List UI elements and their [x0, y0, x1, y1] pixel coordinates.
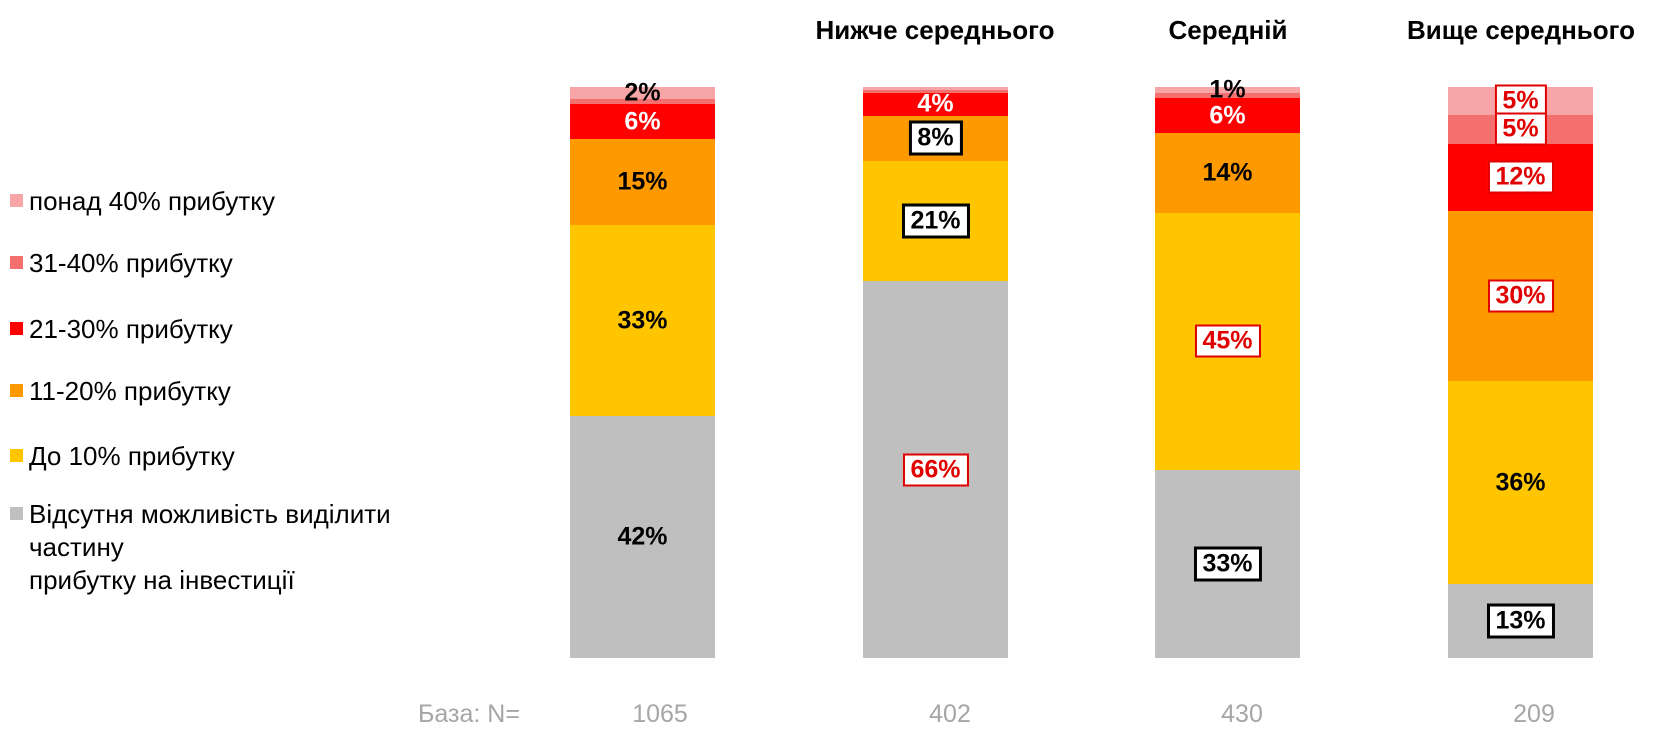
- segment-21-30pct: 6%: [570, 104, 715, 139]
- segment-no-investment: 13%: [1448, 584, 1593, 658]
- segment-31-40pct: 5%: [1448, 112, 1593, 146]
- segment-11-20pct: 15%: [570, 138, 715, 226]
- segment-over-40pct: 1%: [1155, 77, 1300, 102]
- legend-label: понад 40% прибутку: [29, 186, 275, 216]
- segment-value-label: 42%: [617, 522, 668, 551]
- column-header-above-average: Вище середнього: [1406, 15, 1636, 45]
- legend-label: Відсутня можливість виділити частину при…: [29, 499, 391, 595]
- segment-over-40pct: [863, 87, 1008, 90]
- base-n-below-average: 402: [929, 700, 971, 728]
- segment-11-20pct: 30%: [1448, 211, 1593, 381]
- stacked-bar-below-average: 4% 8% 21% 66%: [863, 87, 1008, 658]
- segment-31-40pct: [1155, 92, 1300, 99]
- legend-item-no-investment: Відсутня можливість виділити частину при…: [10, 498, 489, 597]
- segment-value-label: 21%: [901, 203, 970, 239]
- segment-value-label: 2%: [624, 78, 661, 107]
- base-n-total: 1065: [632, 700, 688, 728]
- legend-swatch-21-30pct: [10, 322, 23, 335]
- stacked-bar-above-average: 5% 5% 12% 30% 36% 13%: [1448, 84, 1593, 658]
- segment-up-to-10pct: 21%: [863, 161, 1008, 282]
- legend-swatch-over-40pct: [10, 194, 23, 207]
- legend-label: 21-30% прибутку: [29, 314, 233, 344]
- legend-item-up-to-10pct: До 10% прибутку: [10, 440, 235, 473]
- legend-label: 31-40% прибутку: [29, 248, 233, 278]
- segment-11-20pct: 14%: [1155, 132, 1300, 213]
- segment-11-20pct: 8%: [863, 115, 1008, 162]
- segment-no-investment: 66%: [863, 281, 1008, 658]
- legend-swatch-31-40pct: [10, 256, 23, 269]
- segment-31-40pct: [863, 89, 1008, 93]
- segment-value-label: 15%: [617, 167, 668, 196]
- segment-value-label: 12%: [1487, 160, 1554, 194]
- segment-up-to-10pct: 33%: [570, 225, 715, 416]
- legend-swatch-up-to-10pct: [10, 449, 23, 462]
- segment-value-label: 36%: [1495, 468, 1546, 497]
- segment-no-investment: 33%: [1155, 469, 1300, 658]
- segment-value-label: 6%: [1209, 101, 1246, 130]
- segment-21-30pct: 4%: [863, 89, 1008, 118]
- segment-value-label: 1%: [1209, 75, 1246, 104]
- legend-item-11-20pct: 11-20% прибутку: [10, 375, 231, 408]
- segment-value-label: 13%: [1486, 603, 1555, 639]
- segment-over-40pct: 5%: [1448, 84, 1593, 118]
- segment-value-label: 5%: [1494, 112, 1547, 146]
- segment-value-label: 30%: [1487, 279, 1554, 313]
- segment-value-label: 33%: [617, 306, 668, 335]
- base-label: База: N=: [418, 700, 520, 728]
- segment-up-to-10pct: 36%: [1448, 380, 1593, 585]
- segment-up-to-10pct: 45%: [1155, 212, 1300, 470]
- segment-value-label: 14%: [1202, 158, 1253, 187]
- stacked-bar-total: 2% 6% 15% 33% 42%: [570, 80, 715, 658]
- segment-value-label: 4%: [917, 89, 954, 118]
- stacked-bar-average: 1% 6% 14% 45% 33%: [1155, 77, 1300, 658]
- legend-label: До 10% прибутку: [29, 441, 235, 471]
- base-n-above-average: 209: [1513, 700, 1555, 728]
- segment-value-label: 45%: [1194, 324, 1261, 358]
- segment-31-40pct: [570, 98, 715, 105]
- legend-label: 11-20% прибутку: [29, 376, 231, 406]
- base-n-average: 430: [1221, 700, 1263, 728]
- legend-item-over-40pct: понад 40% прибутку: [10, 185, 275, 218]
- segment-value-label: 6%: [624, 107, 661, 136]
- segment-value-label: 33%: [1193, 546, 1262, 582]
- segment-value-label: 5%: [1494, 84, 1547, 118]
- legend-swatch-no-investment: [10, 507, 23, 520]
- segment-21-30pct: 12%: [1448, 143, 1593, 212]
- legend-item-31-40pct: 31-40% прибутку: [10, 247, 233, 280]
- column-header-below-average: Нижче середнього: [815, 15, 1055, 45]
- segment-over-40pct: 2%: [570, 80, 715, 105]
- segment-21-30pct: 6%: [1155, 98, 1300, 133]
- segment-value-label: 8%: [908, 120, 963, 156]
- segment-no-investment: 42%: [570, 415, 715, 658]
- column-header-average: Середній: [1168, 15, 1288, 45]
- legend-swatch-11-20pct: [10, 384, 23, 397]
- legend-item-21-30pct: 21-30% прибутку: [10, 313, 233, 346]
- segment-value-label: 66%: [902, 453, 969, 487]
